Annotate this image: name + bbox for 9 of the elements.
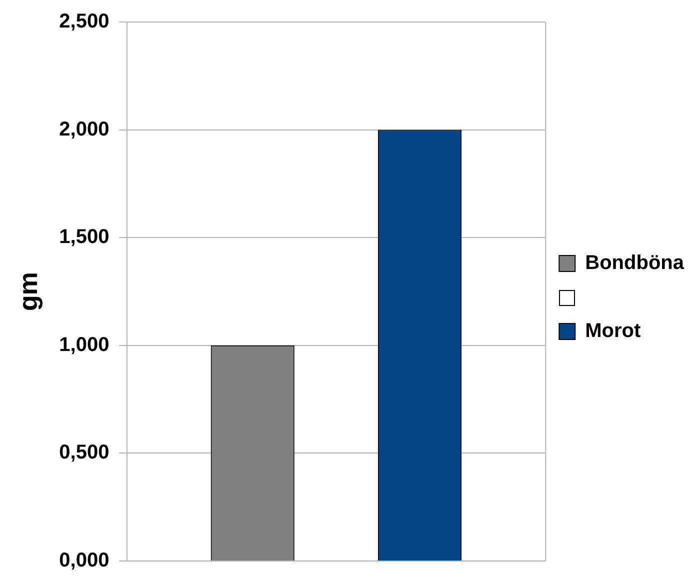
y-tick-label: 2,500 — [59, 10, 110, 33]
legend-label: Morot — [585, 320, 642, 342]
y-tick-label: 1,500 — [59, 226, 110, 248]
y-tick-label: 1,000 — [59, 334, 110, 356]
legend-label: Bondböna — [585, 252, 685, 274]
y-tick-label: 2,000 — [59, 118, 110, 140]
y-tick-label: 0,500 — [59, 442, 110, 464]
y-tick-label: 0,000 — [59, 550, 110, 572]
y-axis-title: gm — [12, 272, 43, 311]
